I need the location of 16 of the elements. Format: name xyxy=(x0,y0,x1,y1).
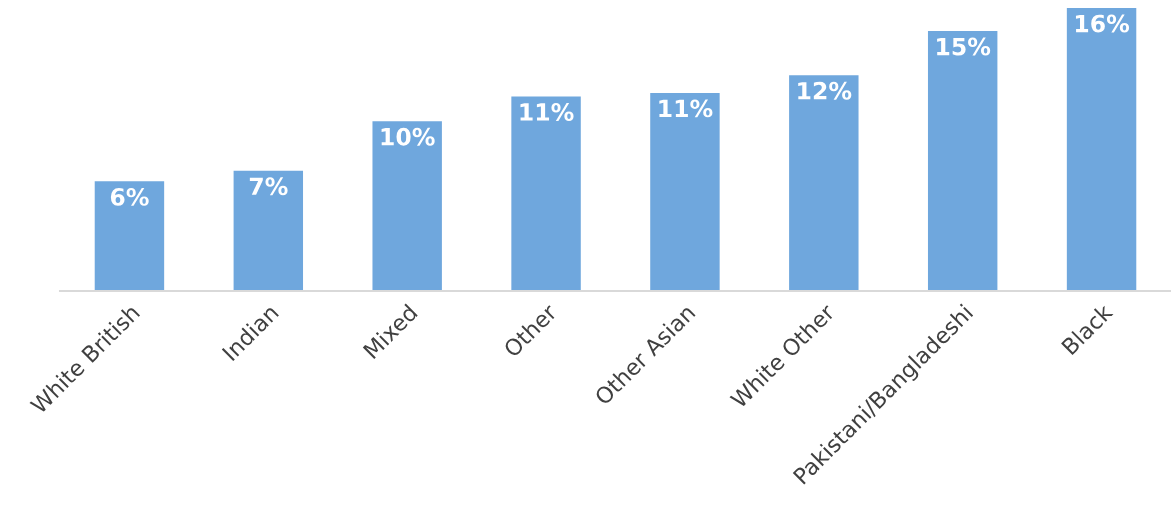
data-label: 11% xyxy=(659,99,713,118)
bar xyxy=(372,121,442,291)
bar xyxy=(927,30,998,291)
data-label: 11% xyxy=(520,103,574,121)
data-label: 12% xyxy=(798,81,852,100)
data-label: 6% xyxy=(110,187,149,206)
data-label: 10% xyxy=(381,127,435,146)
bar xyxy=(1066,8,1137,291)
data-label: 16% xyxy=(1075,14,1130,33)
bar xyxy=(94,181,165,291)
bar xyxy=(511,96,581,291)
bar xyxy=(650,92,720,291)
bar xyxy=(789,75,859,291)
data-label: 15% xyxy=(937,37,991,56)
bar xyxy=(233,170,304,291)
data-label: 7% xyxy=(249,177,288,196)
